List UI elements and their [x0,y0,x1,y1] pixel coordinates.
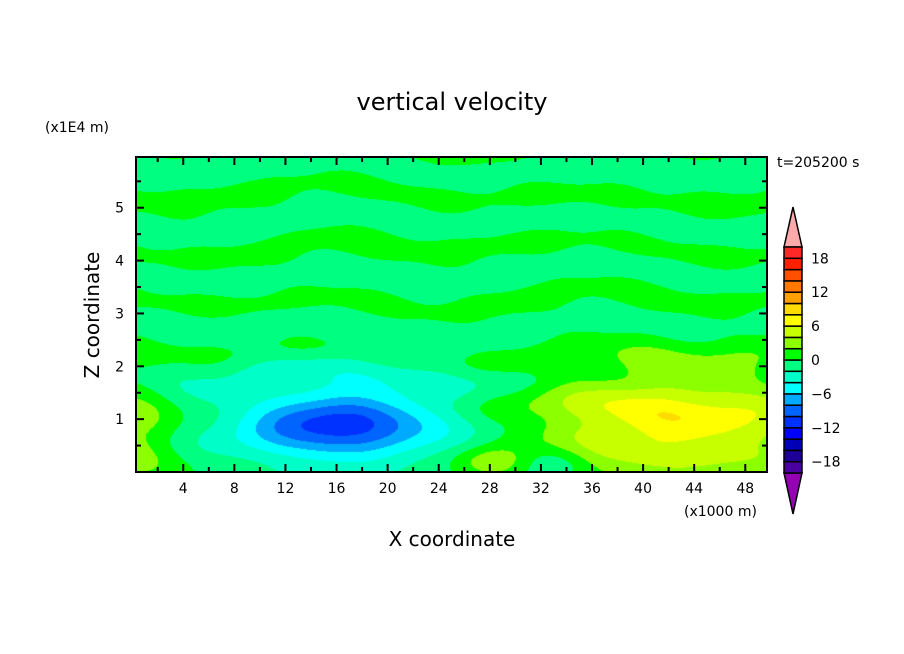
colorbar-over-arrow [783,206,803,248]
x-axis-unit: (x1000 m) [684,504,757,520]
colorbar-swatch [783,359,803,373]
colorbar-swatch [783,291,803,305]
y-tick-label: 4 [115,254,124,270]
colorbar-swatch [783,415,803,429]
colorbar-tick-label: −12 [811,421,841,437]
colorbar-swatch [783,427,803,440]
x-tick-label: 16 [328,481,346,497]
colorbar-swatch [783,404,803,418]
plot-frame [135,156,768,473]
colorbar-swatch [783,257,803,271]
time-label: t=205200 s [777,155,860,171]
colorbar-swatch [783,314,803,327]
x-tick-label: 8 [230,481,239,497]
colorbar-swatch [783,246,803,260]
chart-title: vertical velocity [356,88,548,116]
colorbar-tick-label: 18 [811,251,829,267]
y-tick-label: 2 [115,359,124,375]
y-tick-label: 1 [115,412,124,428]
colorbar-swatch [783,302,803,316]
colorbar-swatch [783,381,803,395]
y-tick-label: 3 [115,306,124,322]
colorbar-tick-label: −18 [811,455,841,471]
x-tick-label: 24 [430,481,448,497]
colorbar-swatch [783,370,803,384]
colorbar-swatch [783,325,803,339]
colorbar-swatch [783,280,803,293]
x-tick-label: 12 [277,481,295,497]
x-tick-label: 32 [532,481,550,497]
x-tick-label: 20 [379,481,397,497]
colorbar-swatch [783,449,803,463]
colorbar-swatch [783,336,803,350]
colorbar-tick-label: 0 [811,353,820,369]
contour-field [136,157,767,472]
colorbar-swatch [783,460,803,474]
colorbar-tick-label: 12 [811,285,829,301]
colorbar-tick-label: −6 [811,387,832,403]
colorbar-swatch [783,347,803,361]
y-axis-unit: (x1E4 m) [45,120,109,136]
x-tick-label: 48 [736,481,754,497]
x-tick-label: 4 [179,481,188,497]
colorbar-swatch [783,393,803,406]
colorbar-tick-label: 6 [811,319,820,335]
x-tick-label: 44 [685,481,703,497]
colorbar-swatch [783,268,803,282]
y-tick-label: 5 [115,201,124,217]
x-tick-label: 28 [481,481,499,497]
x-tick-label: 40 [634,481,652,497]
x-axis-label: X coordinate [388,527,516,551]
x-tick-label: 36 [583,481,601,497]
colorbar-under-arrow [783,472,803,515]
colorbar-swatch [783,438,803,452]
